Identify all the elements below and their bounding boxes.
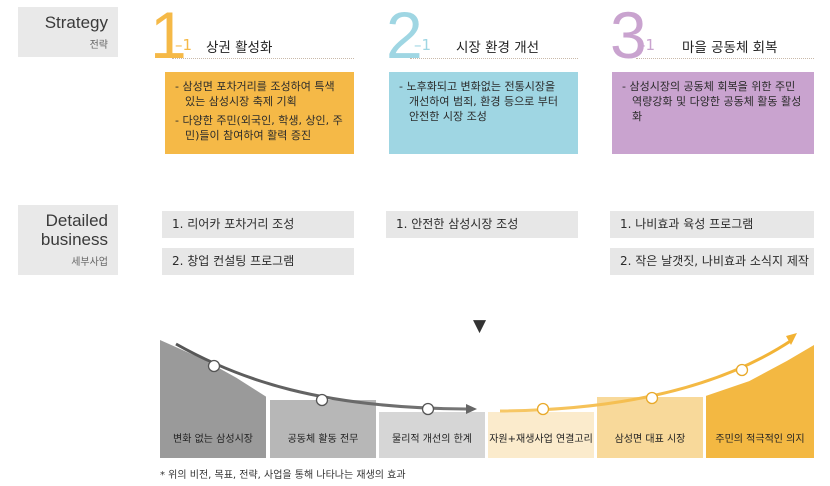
curve-block-label: 변화 없는 삼성시장 — [173, 434, 253, 445]
strategy-bullet: - 삼성시장의 공동체 회복을 위한 주민역량강화 및 다양한 공동체 활동 활… — [622, 80, 802, 123]
curve-block-2: 공동체 활동 전무 — [270, 400, 376, 458]
strategy-title: 시장 환경 개선 — [456, 40, 540, 56]
footnote: * 위의 비전, 목표, 전략, 사업을 통해 나타나는 재생의 효과 — [160, 470, 406, 481]
strategy-suffix: –1 — [638, 36, 656, 54]
strategy-bullet: - 다양한 주민(외국인, 학생, 상인, 주민)들이 참여하여 활력 증진 — [175, 114, 343, 142]
strategy-number: 1 — [150, 0, 187, 72]
curve-block-label: 공동체 활동 전무 — [287, 434, 359, 445]
curve-node — [645, 391, 659, 405]
business-label-en1: Detailed — [45, 211, 108, 230]
curve-block-label: 물리적 개선의 한계 — [392, 434, 472, 445]
curve-node — [421, 402, 435, 416]
strategy-number: 3 — [610, 0, 647, 72]
rise-arrowhead — [786, 333, 797, 345]
business-label-en2: business — [40, 230, 108, 249]
curve-block-5: 삼성면 대표 시장 — [597, 397, 703, 458]
divider — [410, 58, 578, 59]
strategy-label-en: Strategy — [44, 13, 108, 32]
curve-block-label: 주민의 적극적인 의지 — [715, 434, 805, 445]
curve-node — [207, 359, 221, 373]
detail-item: 1. 나비효과 육성 프로그램 — [610, 211, 814, 238]
curve-block-label: 삼성면 대표 시장 — [614, 434, 686, 445]
strategy-box: - 삼성시장의 공동체 회복을 위한 주민역량강화 및 다양한 공동체 활동 활… — [612, 72, 814, 154]
strategy-box: - 삼성면 포차거리를 조성하여 특색있는 삼성시장 축제 기획 - 다양한 주… — [165, 72, 354, 154]
strategy-title: 상권 활성화 — [206, 40, 273, 56]
divider — [172, 58, 354, 59]
divider — [636, 58, 814, 59]
decline-arrowhead — [466, 404, 477, 414]
strategy-label-box: Strategy 전략 — [18, 7, 118, 57]
strategy-title: 마을 공동체 회복 — [682, 40, 778, 56]
detail-item: 1. 리어카 포차거리 조성 — [162, 211, 354, 238]
strategy-box: - 노후화되고 변화없는 전통시장을 개선하여 범죄, 환경 등으로 부터 안전… — [389, 72, 578, 154]
curve-block-4: 자원+재생사업 연결고리 — [488, 412, 594, 458]
curve-block-label: 자원+재생사업 연결고리 — [489, 434, 593, 445]
strategy-bullet: - 노후화되고 변화없는 전통시장을 개선하여 범죄, 환경 등으로 부터 안전… — [399, 80, 559, 123]
business-label-ko: 세부사업 — [71, 257, 108, 268]
down-arrow-icon: ▼ — [473, 316, 487, 336]
business-label-box: Detailed business 세부사업 — [18, 205, 118, 275]
strategy-number: 2 — [386, 0, 423, 72]
decline-curve — [175, 342, 467, 411]
detail-item: 2. 작은 날갯짓, 나비효과 소식지 제작 — [610, 248, 814, 275]
detail-item: 1. 안전한 삼성시장 조성 — [386, 211, 578, 238]
curve-node — [735, 363, 749, 377]
curve-node — [536, 402, 550, 416]
detail-item: 2. 창업 컨설팅 프로그램 — [162, 248, 354, 275]
curve-block-3: 물리적 개선의 한계 — [379, 412, 485, 458]
strategy-suffix: –1 — [414, 36, 432, 54]
strategy-bullet: - 삼성면 포차거리를 조성하여 특색있는 삼성시장 축제 기획 — [175, 80, 335, 108]
curve-node — [315, 393, 329, 407]
strategy-suffix: –1 — [175, 36, 193, 54]
rise-curve — [499, 338, 793, 413]
strategy-label-ko: 전략 — [89, 40, 108, 51]
